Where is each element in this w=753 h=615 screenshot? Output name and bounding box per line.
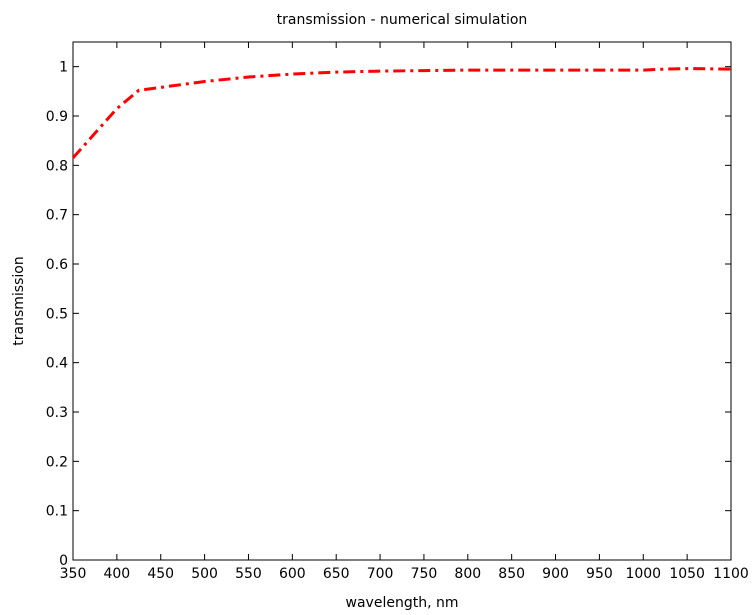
x-tick-label: 700	[367, 566, 394, 582]
x-tick-label: 750	[411, 566, 438, 582]
y-tick-label: 0.8	[46, 158, 68, 174]
x-tick-label: 1100	[713, 566, 749, 582]
x-axis-ticks	[72, 42, 732, 560]
x-axis-label: wavelength, nm	[346, 595, 459, 611]
y-tick-label: 0.6	[46, 257, 68, 273]
series-line	[71, 67, 732, 159]
x-tick-label: 1000	[625, 566, 661, 582]
y-axis-tick-labels: 0 0.1 0.2 0.3 0.4 0.5 0.6 0.7 0.8 0.9 1	[46, 60, 68, 569]
x-tick-label: 900	[542, 566, 569, 582]
y-tick-label: 0.3	[46, 405, 68, 421]
x-tick-label: 550	[235, 566, 262, 582]
y-tick-label: 1	[59, 60, 68, 76]
x-tick-label: 650	[323, 566, 350, 582]
y-tick-label: 0.1	[46, 504, 68, 520]
y-tick-label: 0.7	[46, 208, 68, 224]
y-tick-label: 0	[59, 553, 68, 569]
x-tick-label: 950	[586, 566, 613, 582]
y-tick-label: 0.5	[46, 306, 68, 322]
x-tick-label: 500	[191, 566, 218, 582]
y-tick-label: 0.9	[46, 109, 68, 125]
y-tick-label: 0.2	[46, 454, 68, 470]
series-layer	[71, 67, 732, 159]
x-tick-label: 450	[147, 566, 174, 582]
plot-area	[72, 41, 732, 561]
y-axis-ticks	[73, 66, 731, 561]
x-axis-tick-labels: 350 400 450 500 550 600 650 700 750 800 850 900 950 1…	[60, 566, 749, 582]
chart-title: transmission - numerical simulation	[277, 12, 528, 28]
x-tick-label: 850	[498, 566, 525, 582]
y-axis-label: transmission	[11, 256, 27, 345]
x-tick-label: 600	[279, 566, 306, 582]
y-tick-label: 0.4	[46, 356, 68, 372]
x-tick-label: 800	[454, 566, 481, 582]
x-tick-label: 350	[60, 566, 87, 582]
x-tick-label: 1050	[669, 566, 705, 582]
x-tick-label: 400	[103, 566, 130, 582]
